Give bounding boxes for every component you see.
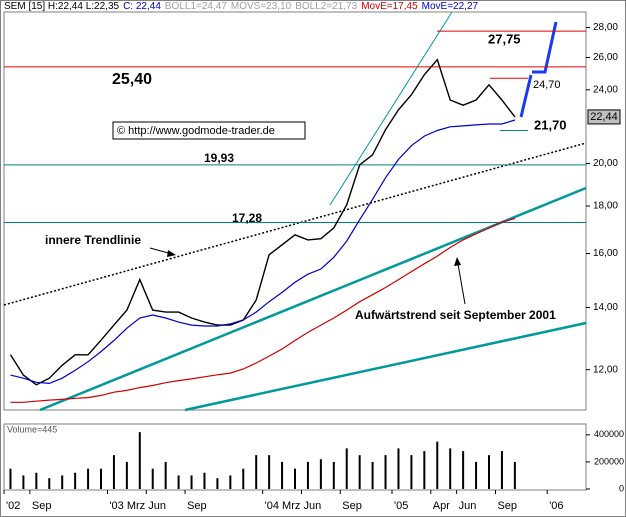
y-tick-label: 14,00 <box>593 302 618 313</box>
volume-bar <box>48 478 51 489</box>
volume-bar <box>281 461 284 489</box>
annotation: © http://www.godmode-trader.de <box>117 125 275 137</box>
x-tick-label: Sep <box>32 500 52 512</box>
volume-bar <box>294 468 296 489</box>
level-label: 17,28 <box>232 211 262 225</box>
volume-title: Volume=445 <box>7 424 57 434</box>
volume-bar <box>513 461 516 489</box>
volume-bar <box>61 475 64 489</box>
price-line <box>10 119 516 385</box>
y-tick-label: 0 <box>619 483 624 493</box>
header-item: MovE=22,27 <box>422 1 479 12</box>
header: SEM [15] H:22,44 L:22,35 C: 22,44 BOLL1=24… <box>4 1 479 12</box>
volume-bar <box>332 461 335 489</box>
y-tick-label: 200000 <box>594 456 624 466</box>
x-tick-label: Sep <box>497 500 517 512</box>
trendline <box>184 321 587 412</box>
volume-bar <box>35 472 38 489</box>
volume-bar <box>203 472 206 489</box>
volume-bar <box>190 475 193 489</box>
x-tick-label: Sep <box>187 500 207 512</box>
volume-bar <box>397 448 400 489</box>
x-tick-label: '03 Mrz <box>109 500 145 512</box>
header-item: C: 22,44 <box>123 1 161 12</box>
current-price-box <box>587 109 621 125</box>
arrow-head <box>454 257 461 266</box>
volume-bar <box>177 475 180 489</box>
x-tick-label: Sep <box>342 500 362 512</box>
volume-bar <box>345 448 348 489</box>
annotation: innere Trendlinie <box>45 233 141 247</box>
volume-bar <box>371 461 374 489</box>
volume-bar <box>449 448 452 489</box>
volume-bar <box>462 451 465 489</box>
inner-trendline <box>3 142 587 306</box>
volume-bar <box>151 468 154 489</box>
header-item: SEM [15] H:22,44 L:22,35 <box>4 1 120 12</box>
x-tick-label: Jun <box>459 500 477 512</box>
header-item: MOVS=23,10 <box>231 1 292 12</box>
arrow <box>457 263 466 305</box>
current-price-label: 22,44 <box>590 111 618 123</box>
volume-bar <box>306 461 309 489</box>
level-label: 24,70 <box>533 79 561 91</box>
volume-bar <box>22 475 25 489</box>
volume-bar <box>100 468 102 489</box>
volume-bar <box>112 455 115 489</box>
x-tick-label: Jun <box>148 500 166 512</box>
volume-bar <box>436 441 439 489</box>
volume-bar <box>358 455 361 489</box>
header-item: MovE=17,45 <box>361 1 418 12</box>
price-line <box>10 217 516 403</box>
volume-bar <box>138 432 141 489</box>
y-tick-label: 28,00 <box>593 22 618 33</box>
level-label: 27,75 <box>488 31 521 46</box>
volume-bar <box>9 468 12 489</box>
x-tick-label: Jun <box>303 500 321 512</box>
y-tick-label: 26,00 <box>593 52 618 63</box>
y-tick-label: 18,00 <box>593 201 618 212</box>
y-tick-label: 16,00 <box>593 248 618 259</box>
x-tick-label: '02 <box>6 500 20 512</box>
level-label: 25,40 <box>112 71 152 88</box>
x-tick-label: '06 <box>549 500 563 512</box>
volume-bar <box>268 455 271 489</box>
header-item: BOLL1=24,47 <box>165 1 227 12</box>
y-tick-label: 12,00 <box>593 364 618 375</box>
x-tick-label: '04 Mrz <box>265 500 301 512</box>
price-line <box>9 58 516 386</box>
volume-bar <box>125 461 128 489</box>
url-box <box>112 121 306 140</box>
volume-bar <box>475 461 478 489</box>
volume-bar <box>74 472 77 489</box>
y-tick-label: 400000 <box>594 429 624 439</box>
channel-line <box>329 11 453 206</box>
volume-bar <box>87 468 90 489</box>
volume-bar <box>216 478 219 489</box>
x-tick-label: Apr <box>433 500 450 512</box>
volume-bar <box>423 451 426 489</box>
level-label: 19,93 <box>204 151 234 165</box>
volume-bar <box>500 451 503 489</box>
x-tick-label: '05 <box>394 500 408 512</box>
volume-bar <box>164 461 167 489</box>
annotation: Aufwärtstrend seit September 2001 <box>355 308 556 322</box>
volume-bar <box>229 475 232 489</box>
arrow-head <box>167 250 176 257</box>
y-tick-label: 20,00 <box>593 158 618 169</box>
volume-bar <box>488 455 490 489</box>
volume-bar <box>410 455 413 489</box>
volume-bar <box>384 455 387 489</box>
volume-bar <box>242 468 245 489</box>
level-label: 21,70 <box>534 117 567 132</box>
header-item: BOLL2=21,73 <box>295 1 357 12</box>
volume-bar <box>319 459 322 489</box>
projection <box>532 21 558 74</box>
y-tick-label: 24,00 <box>593 84 618 95</box>
volume-bar <box>255 455 258 489</box>
projection <box>519 74 533 118</box>
